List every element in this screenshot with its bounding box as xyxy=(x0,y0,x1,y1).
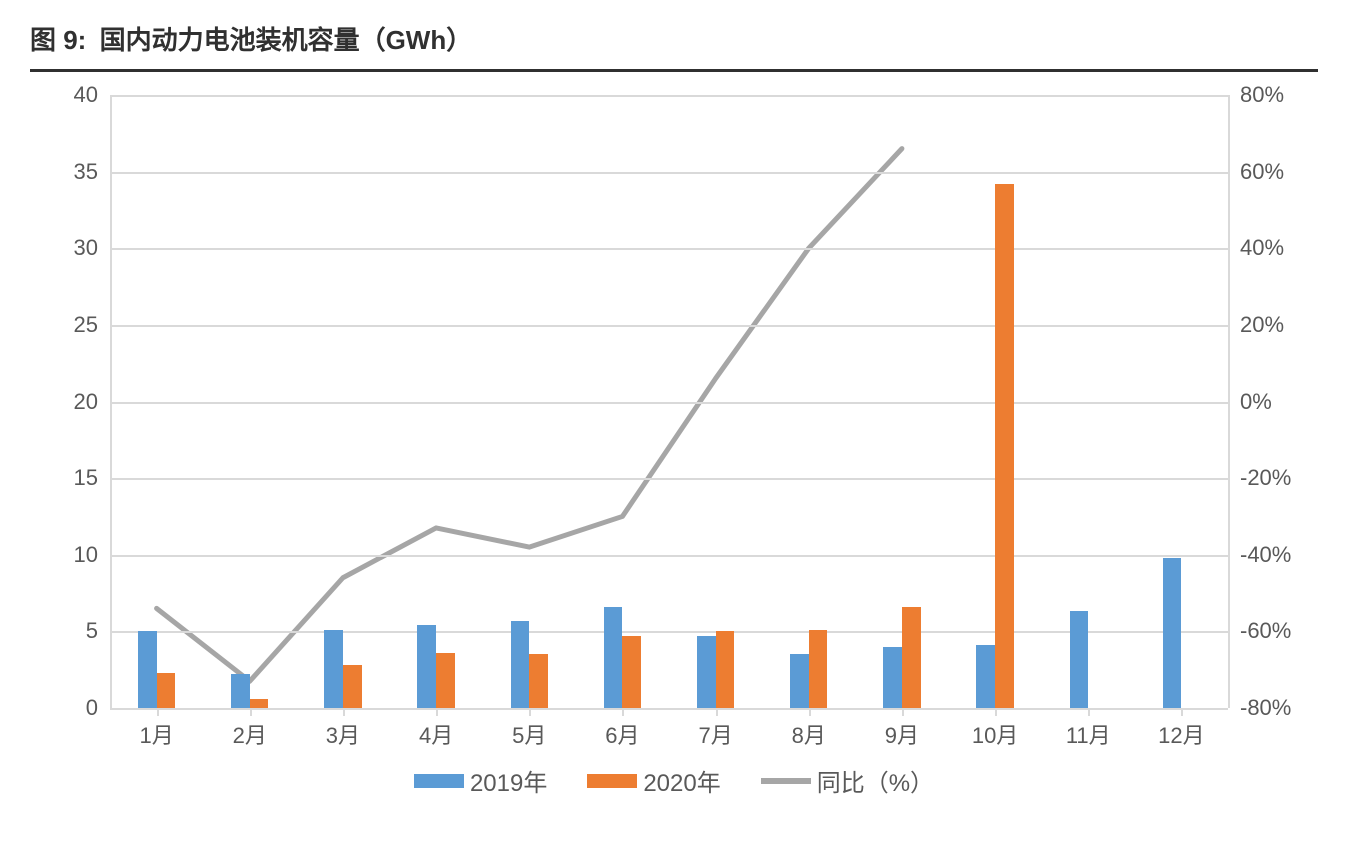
legend-item: 同比（%） xyxy=(761,763,934,798)
bar-2019 xyxy=(324,630,343,708)
legend: 2019年 2020年 同比（%） xyxy=(30,763,1318,798)
plot-region: 0510152025303540-80%-60%-40%-20%0%20%40%… xyxy=(110,95,1228,708)
bar-2019 xyxy=(976,645,995,708)
bar-2019 xyxy=(1163,558,1182,708)
axis-line xyxy=(110,95,112,708)
bar-2020 xyxy=(343,665,362,708)
bar-2020 xyxy=(250,699,269,708)
x-tick-mark xyxy=(809,708,811,716)
legend-swatch-bar xyxy=(414,774,464,788)
bar-2020 xyxy=(902,607,921,708)
legend-label: 2019年 xyxy=(470,763,547,798)
x-tick-mark xyxy=(902,708,904,716)
figure-container: 图 9: 国内动力电池装机容量（GWh） 0 5 10 15 20 25 30 35 40 -80… xyxy=(0,0,1348,848)
bar-2019 xyxy=(790,654,809,708)
y-left-tick: 5 xyxy=(38,618,110,644)
x-tick-mark xyxy=(1088,708,1090,716)
x-tick-mark xyxy=(529,708,531,716)
bar-2020 xyxy=(809,630,828,708)
bar-2019 xyxy=(697,636,716,708)
bar-2020 xyxy=(529,654,548,708)
figure-title-row: 图 9: 国内动力电池装机容量（GWh） xyxy=(30,20,1318,72)
legend-item: 2020年 xyxy=(587,763,720,798)
y-right-tick: -60% xyxy=(1228,618,1291,644)
legend-swatch-line xyxy=(761,778,811,784)
y-right-tick: -20% xyxy=(1228,465,1291,491)
x-tick-mark xyxy=(250,708,252,716)
y-right-tick: 80% xyxy=(1228,82,1284,108)
bar-2020 xyxy=(716,631,735,708)
y-right-tick: 20% xyxy=(1228,312,1284,338)
gridline xyxy=(110,248,1228,250)
bar-2019 xyxy=(511,621,530,708)
gridline xyxy=(110,402,1228,404)
y-right-tick: -80% xyxy=(1228,695,1291,721)
legend-label: 2020年 xyxy=(643,763,720,798)
bar-2019 xyxy=(604,607,623,708)
gridline xyxy=(110,478,1228,480)
figure-title: 国内动力电池装机容量（GWh） xyxy=(100,25,473,55)
gridline xyxy=(110,172,1228,174)
gridline xyxy=(110,631,1228,633)
y-left-tick: 25 xyxy=(38,312,110,338)
y-left-tick: 0 xyxy=(38,695,110,721)
bar-2019 xyxy=(231,674,250,708)
bar-2020 xyxy=(157,673,176,708)
x-tick-mark xyxy=(995,708,997,716)
x-tick-mark xyxy=(157,708,159,716)
x-tick-mark xyxy=(716,708,718,716)
bar-2020 xyxy=(622,636,641,708)
bar-2020 xyxy=(995,184,1014,708)
gridline xyxy=(110,555,1228,557)
bar-2019 xyxy=(417,625,436,708)
gridline xyxy=(110,95,1228,97)
figure-number: 图 9: xyxy=(30,25,86,55)
y-left-tick: 10 xyxy=(38,542,110,568)
x-tick-mark xyxy=(622,708,624,716)
yoy-line xyxy=(157,149,902,682)
axis-line xyxy=(1228,95,1230,708)
y-right-tick: 40% xyxy=(1228,235,1284,261)
legend-label: 同比（%） xyxy=(817,763,934,798)
x-tick-mark xyxy=(1181,708,1183,716)
x-tick-mark xyxy=(436,708,438,716)
y-left-tick: 15 xyxy=(38,465,110,491)
bar-2019 xyxy=(1070,611,1089,708)
gridline xyxy=(110,708,1228,710)
legend-item: 2019年 xyxy=(414,763,547,798)
y-right-tick: 0% xyxy=(1228,389,1272,415)
bar-2020 xyxy=(436,653,455,708)
y-left-tick: 40 xyxy=(38,82,110,108)
bar-2019 xyxy=(138,631,157,708)
x-tick-mark xyxy=(343,708,345,716)
legend-swatch-bar xyxy=(587,774,637,788)
y-right-tick: 60% xyxy=(1228,159,1284,185)
y-left-tick: 35 xyxy=(38,159,110,185)
chart-area: 0 5 10 15 20 25 30 35 40 -80% -60% -40% -20% 0% 20% 40%… xyxy=(30,80,1318,828)
y-right-tick: -40% xyxy=(1228,542,1291,568)
gridline xyxy=(110,325,1228,327)
bar-2019 xyxy=(883,647,902,708)
y-left-tick: 30 xyxy=(38,235,110,261)
y-left-tick: 20 xyxy=(38,389,110,415)
